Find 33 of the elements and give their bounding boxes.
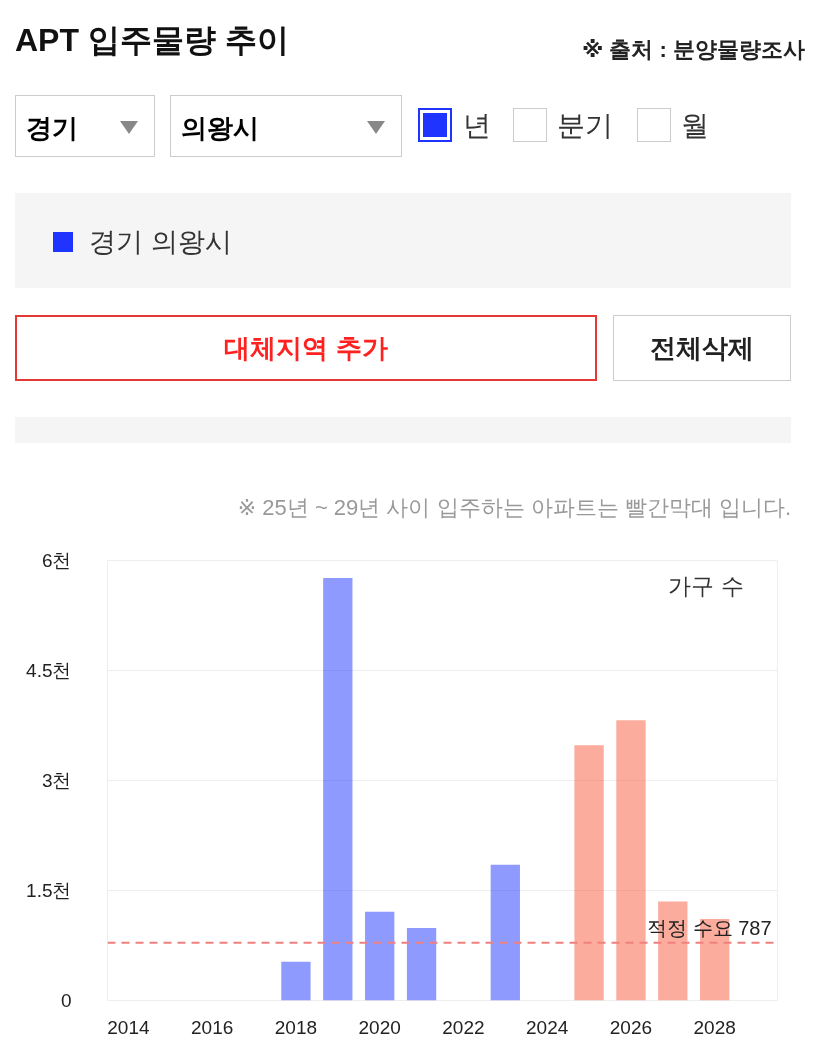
text: ※ 25년 ~ 29년 사이 입주하는 아파트는 빨간막대 입니다. — [237, 494, 791, 522]
bar — [616, 720, 646, 1001]
text: 분기 — [557, 109, 613, 143]
x-tick-label: 2018 — [274, 1016, 318, 1038]
bar — [281, 961, 311, 1001]
text: 대체지역 추가 — [15, 315, 597, 381]
x-tick-label: 2020 — [358, 1016, 401, 1038]
y-tick-label: 0 — [60, 990, 72, 1011]
ref-line-label: 적정 수요 787 — [647, 916, 772, 939]
bar — [365, 911, 395, 1001]
y-tick-label: 3천 — [41, 770, 72, 791]
x-tick-label: 2014 — [107, 1016, 150, 1038]
y-tick-label: 4.5천 — [26, 660, 72, 681]
x-tick-label: 2016 — [191, 1016, 234, 1038]
x-tick-label: 2024 — [526, 1016, 569, 1038]
annotation: 가구 수 — [668, 572, 744, 599]
bar — [323, 578, 353, 1001]
y-tick-label: 1.5천 — [26, 880, 72, 901]
text: 의왕시 — [181, 112, 259, 145]
bar — [490, 864, 520, 1001]
text: 경기 — [26, 112, 78, 145]
chart-title: APT 입주물량 추이 — [15, 21, 289, 60]
bar — [406, 927, 437, 1001]
text: 년 — [463, 109, 491, 143]
bar — [574, 745, 604, 1001]
text: ※ 출처 : 분양물량조사 — [581, 36, 805, 64]
x-tick-label: 2022 — [442, 1016, 485, 1038]
x-tick-label: 2028 — [693, 1016, 736, 1038]
y-tick-label: 6천 — [41, 550, 72, 571]
text: 전체삭제 — [613, 315, 791, 381]
legend-label: 경기 의왕시 — [88, 226, 232, 259]
text: 월 — [681, 109, 709, 143]
x-tick-label: 2026 — [609, 1016, 653, 1038]
